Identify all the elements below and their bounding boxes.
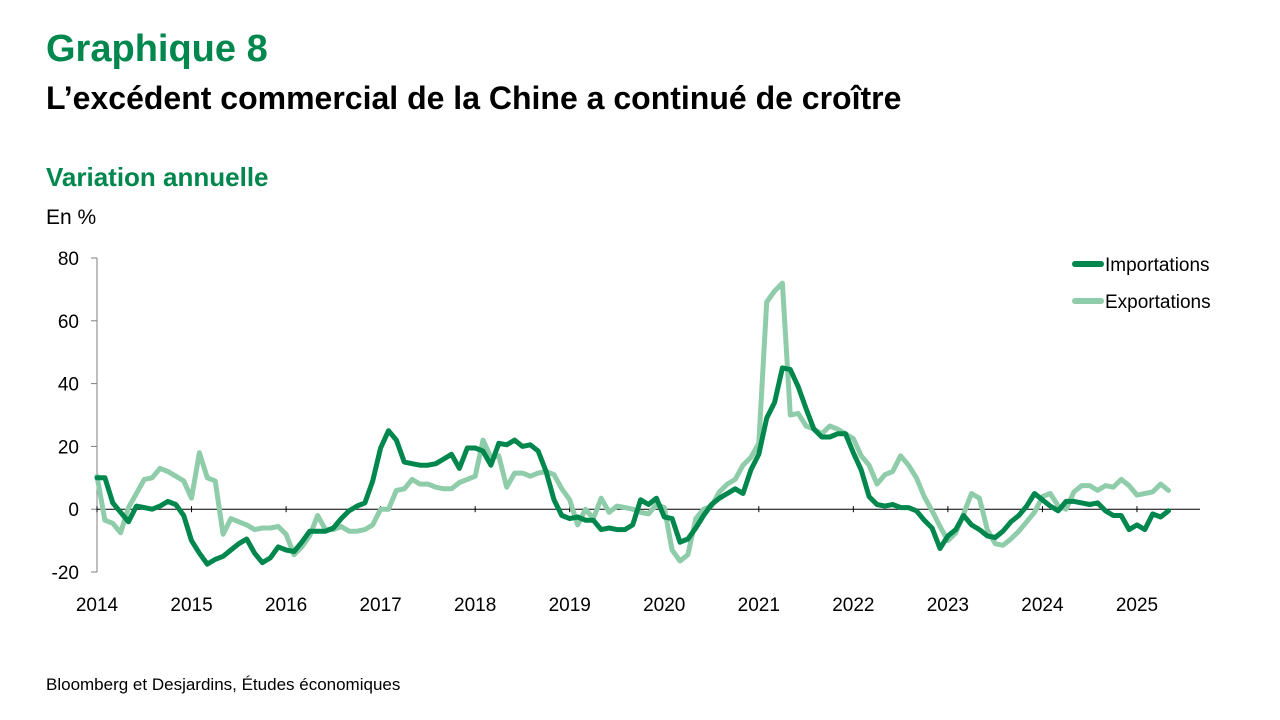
- x-tick-label: 2014: [76, 595, 119, 616]
- y-ticks: 80 60 40 20 0 -20: [52, 249, 97, 584]
- x-tick-label: 2022: [832, 595, 874, 616]
- chart-title: L’excédent commercial de la Chine a cont…: [46, 80, 902, 116]
- x-ticks: 2014 2015 2016 2017 2018 2019 2020 2021 2022 2023…: [76, 506, 1158, 616]
- x-tick-label: 2018: [454, 595, 496, 616]
- y-tick-label: 20: [58, 437, 79, 458]
- y-tick-label: -20: [52, 563, 79, 584]
- x-tick-label: 2023: [927, 595, 969, 616]
- y-axis: 80 60 40 20 0 -20: [52, 249, 98, 584]
- series-line-importations: [94, 365, 1171, 567]
- source-note: Bloomberg et Desjardins, Études économiq…: [46, 675, 401, 694]
- legend-label-importations: Importations: [1105, 255, 1210, 276]
- x-tick-label: 2016: [265, 595, 307, 616]
- chart-subtitle: Variation annuelle: [46, 162, 269, 192]
- x-tick-label: 2015: [170, 595, 212, 616]
- legend-label-exportations: Exportations: [1105, 292, 1211, 313]
- x-tick-label: 2024: [1021, 595, 1064, 616]
- x-tick-label: 2020: [643, 595, 685, 616]
- y-tick-label: 60: [58, 312, 79, 333]
- legend: Importations Exportations: [1072, 255, 1211, 313]
- y-tick-label: 0: [68, 500, 79, 521]
- x-tick-label: 2021: [738, 595, 780, 616]
- y-tick-label: 80: [58, 249, 79, 270]
- y-axis-unit: En %: [46, 206, 97, 229]
- x-tick-label: 2019: [549, 595, 591, 616]
- x-tick-label: 2025: [1116, 595, 1158, 616]
- graph-number: Graphique 8: [46, 28, 268, 70]
- y-tick-label: 40: [58, 375, 79, 396]
- x-axis: 2014 2015 2016 2017 2018 2019 2020 2021 2022 2023…: [76, 506, 1200, 616]
- series-lines: [94, 280, 1171, 567]
- x-tick-label: 2017: [359, 595, 401, 616]
